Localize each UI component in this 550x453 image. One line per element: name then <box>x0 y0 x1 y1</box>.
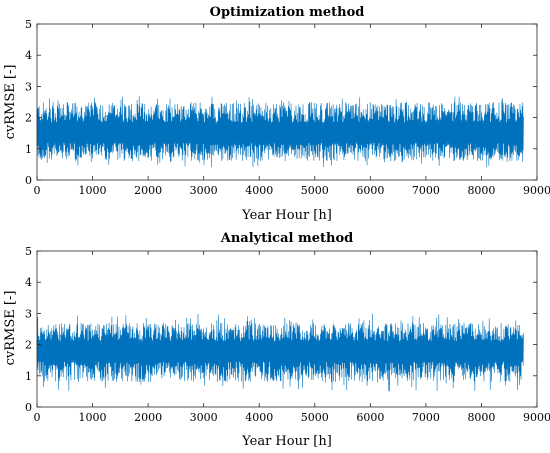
x-tick-label: 2000 <box>134 411 162 424</box>
x-tick-label: 5000 <box>301 184 329 197</box>
chart-title: Optimization method <box>210 5 365 20</box>
y-tick-label: 2 <box>25 112 32 125</box>
x-tick-label: 1000 <box>79 411 107 424</box>
plot-area: 0 1000 2000 3000 4000 5000 6000 7000 8000 9000 0 1 2… <box>25 18 550 197</box>
series-line <box>36 313 524 392</box>
axes-box <box>36 250 538 408</box>
y-tick-label: 4 <box>25 49 32 62</box>
y-tick-label: 1 <box>25 370 32 383</box>
x-axis-label: Year Hour [h] <box>241 208 332 223</box>
y-tick-label: 5 <box>25 245 32 258</box>
x-tick-label: 8000 <box>467 411 495 424</box>
x-tick-label: 1000 <box>79 184 107 197</box>
x-tick-label: 6000 <box>356 411 384 424</box>
plot-area: 0 1000 2000 3000 4000 5000 6000 7000 8000 9000 0 1 2… <box>25 245 550 424</box>
x-tick-label: 9000 <box>523 411 550 424</box>
x-axis-label: Year Hour [h] <box>241 434 332 449</box>
x-tick-label: 8000 <box>467 184 495 197</box>
y-tick-label: 2 <box>25 339 32 352</box>
x-tick-label: 6000 <box>356 184 384 197</box>
y-axis-label: cvRMSE [-] <box>3 291 18 366</box>
chart-optimization: Optimization method 0 1000 2000 3000 4000 500… <box>3 5 550 223</box>
y-tick-label: 3 <box>25 307 32 320</box>
y-tick-label: 3 <box>25 80 32 93</box>
x-tick-label: 3000 <box>190 411 218 424</box>
x-tick-label: 7000 <box>412 411 440 424</box>
plot-background <box>37 24 537 180</box>
y-tick-label: 0 <box>25 401 32 414</box>
x-tick-label: 4000 <box>245 184 273 197</box>
axes-box <box>36 23 538 181</box>
x-tick-label: 0 <box>34 184 41 197</box>
y-axis-label: cvRMSE [-] <box>3 65 18 140</box>
x-tick-label: 4000 <box>245 411 273 424</box>
x-tick-label: 2000 <box>134 184 162 197</box>
y-tick-label: 4 <box>25 276 32 289</box>
series-line <box>36 96 524 168</box>
y-tick-label: 5 <box>25 18 32 31</box>
y-tick-label: 0 <box>25 174 32 187</box>
x-tick-label: 9000 <box>523 184 550 197</box>
x-tick-label: 0 <box>34 411 41 424</box>
chart-title: Analytical method <box>220 231 353 246</box>
y-tick-label: 1 <box>25 143 32 156</box>
chart-analytical: Analytical method 0 1000 2000 3000 4000 5000 6… <box>3 231 550 449</box>
x-tick-label: 3000 <box>190 184 218 197</box>
x-tick-label: 5000 <box>301 411 329 424</box>
x-tick-label: 7000 <box>412 184 440 197</box>
